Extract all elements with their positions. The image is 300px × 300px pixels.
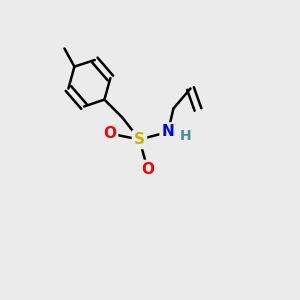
Text: O: O xyxy=(141,162,154,177)
Text: S: S xyxy=(134,132,145,147)
Text: H: H xyxy=(179,129,191,143)
Text: O: O xyxy=(103,126,116,141)
Text: N: N xyxy=(162,124,174,140)
